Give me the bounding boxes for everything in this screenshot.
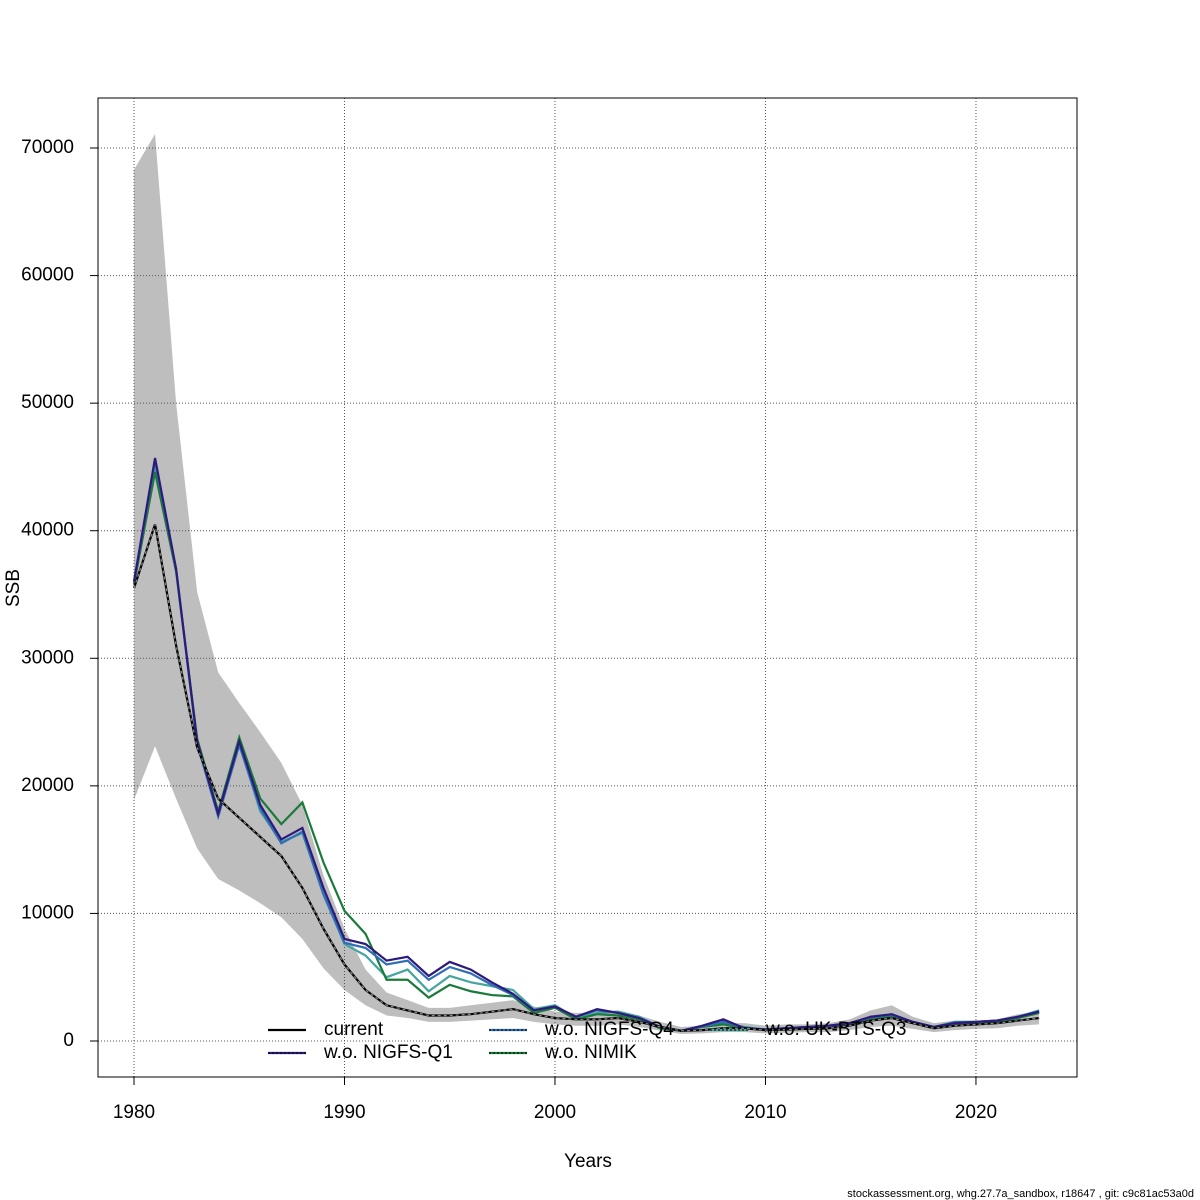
x-tick-label: 1980: [113, 1102, 155, 1123]
legend-label: w.o. NIGFS-Q1: [323, 1042, 453, 1063]
y-tick-label: 70000: [21, 137, 74, 158]
y-tick-label: 60000: [21, 265, 74, 286]
series-line: [132, 457, 1040, 1032]
x-tick-label: 2010: [744, 1102, 786, 1123]
series-line: [132, 471, 1040, 1032]
plot-frame: [97, 97, 1078, 1078]
series-line: [132, 460, 1040, 1032]
x-tick-label: 2000: [534, 1102, 576, 1123]
series-line-overlay: [133, 524, 1040, 1032]
legend-label: w.o. NIGFS-Q4: [544, 1019, 674, 1040]
legend-label: w.o. UK-BTS-Q3: [765, 1019, 906, 1040]
legend-label: w.o. NIMIK: [544, 1042, 637, 1063]
y-tick-label: 50000: [21, 392, 74, 413]
y-tick-label: 20000: [21, 775, 74, 796]
legend-label: current: [324, 1019, 384, 1040]
y-axis-label: SSB: [3, 569, 24, 607]
y-tick-label: 40000: [21, 520, 74, 541]
x-tick-label: 1990: [323, 1102, 365, 1123]
y-tick-label: 0: [63, 1030, 74, 1051]
x-tick-label: 2020: [955, 1102, 997, 1123]
y-tick-label: 10000: [21, 902, 74, 923]
confidence-band: [133, 133, 1040, 1034]
y-tick-label: 30000: [21, 647, 74, 668]
footer: stockassessment.org, whg.27.7a_sandbox, …: [847, 1188, 1194, 1200]
x-axis-label: Years: [564, 1151, 612, 1172]
